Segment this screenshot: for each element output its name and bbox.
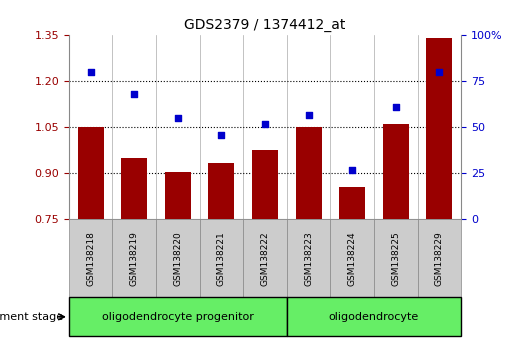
Bar: [165, 172, 191, 219]
Bar: [112, 219, 156, 297]
Text: GSM138221: GSM138221: [217, 231, 226, 286]
Point: [304, 112, 313, 118]
Text: GSM138219: GSM138219: [130, 231, 139, 286]
Bar: [374, 219, 418, 297]
Point: [348, 167, 356, 173]
Point: [435, 69, 444, 75]
Bar: [208, 163, 234, 219]
Text: GSM138222: GSM138222: [261, 231, 269, 286]
Bar: [418, 219, 461, 297]
Point: [217, 132, 226, 138]
Bar: [287, 219, 330, 297]
Bar: [243, 219, 287, 297]
Point: [130, 91, 138, 97]
Text: GSM138229: GSM138229: [435, 231, 444, 286]
Text: GSM138224: GSM138224: [348, 231, 357, 286]
Text: GSM138218: GSM138218: [86, 231, 95, 286]
Text: GSM138220: GSM138220: [173, 231, 182, 286]
Text: GSM138223: GSM138223: [304, 231, 313, 286]
Bar: [77, 127, 104, 219]
Bar: [330, 219, 374, 297]
Point: [392, 104, 400, 110]
Bar: [383, 124, 409, 219]
Bar: [287, 297, 461, 336]
Bar: [296, 127, 322, 219]
Bar: [69, 219, 112, 297]
Text: oligodendrocyte: oligodendrocyte: [329, 312, 419, 322]
Point: [86, 69, 95, 75]
Text: GSM138225: GSM138225: [391, 231, 400, 286]
Text: oligodendrocyte progenitor: oligodendrocyte progenitor: [102, 312, 254, 322]
Bar: [339, 187, 365, 219]
Bar: [200, 219, 243, 297]
Bar: [252, 150, 278, 219]
Point: [261, 121, 269, 127]
Bar: [69, 297, 287, 336]
Bar: [156, 219, 200, 297]
Text: development stage: development stage: [0, 312, 64, 322]
Bar: [426, 39, 453, 219]
Bar: [121, 158, 147, 219]
Point: [174, 115, 182, 121]
Text: GDS2379 / 1374412_at: GDS2379 / 1374412_at: [184, 18, 346, 32]
